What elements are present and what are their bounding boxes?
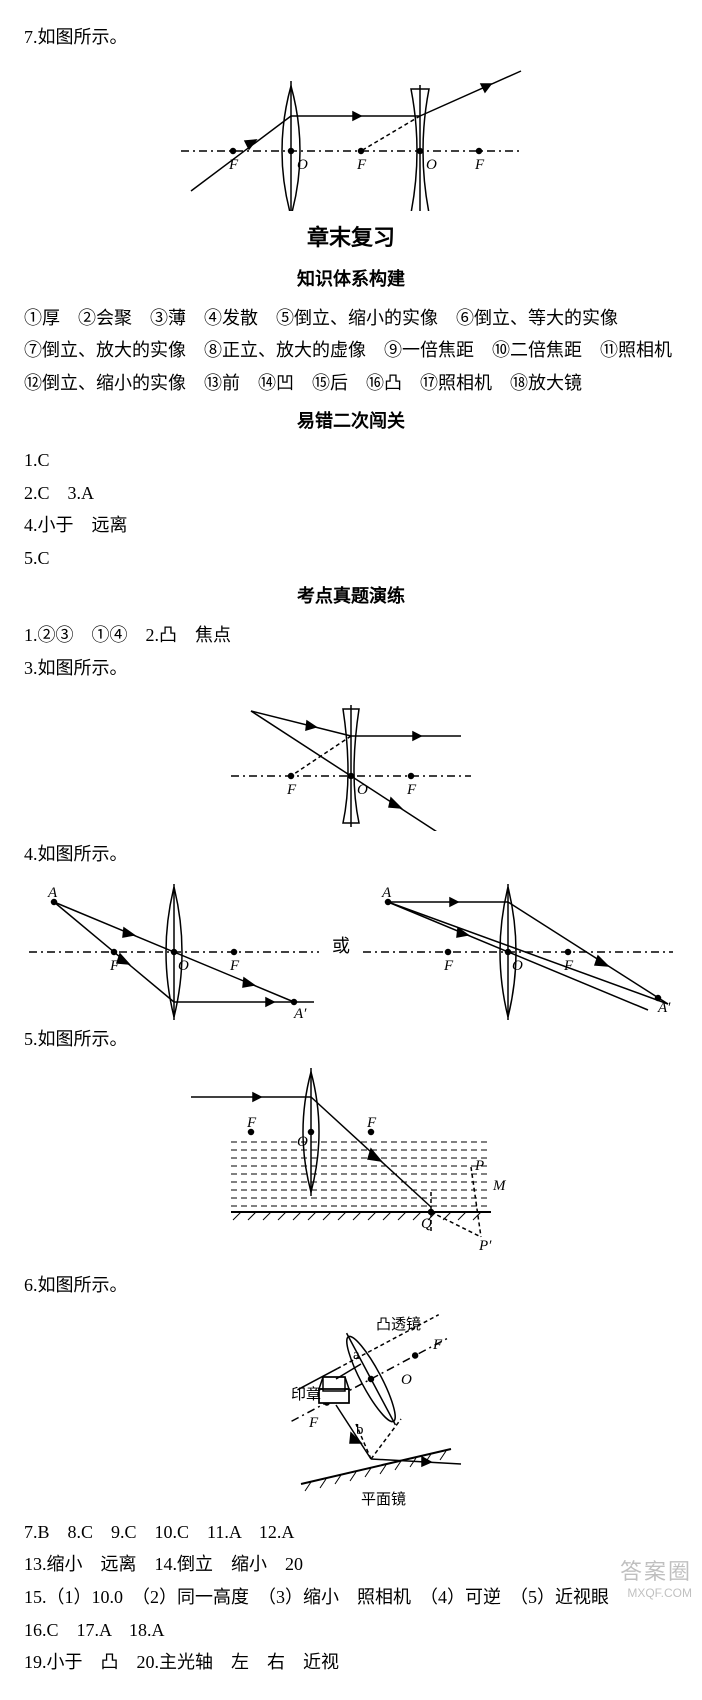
svg-text:A′: A′ [657,1000,671,1016]
svg-text:F: F [246,1115,257,1131]
svg-text:O: O [512,958,523,974]
svg-text:F: F [308,1415,319,1431]
or-label: 或 [332,931,350,962]
svg-text:F: F [366,1115,377,1131]
err-3: 4.小于 远离 [24,510,678,541]
svg-text:凸透镜: 凸透镜 [376,1315,421,1333]
svg-text:F: F [563,958,574,974]
kd-3: 3.如图所示。 [24,653,678,684]
q7-label: 7.如图所示。 [24,22,678,53]
svg-text:F: F [109,958,120,974]
svg-text:A: A [47,885,58,901]
tail-3: 15.（1）10.0 （2）同一高度 （3）缩小 照相机 （4）可逆 （5）近视… [24,1582,678,1613]
tail-4: 16.C 17.A 18.A [24,1615,678,1646]
kb-line-1: ①厚 ②会聚 ③薄 ④发散 ⑤倒立、缩小的实像 ⑥倒立、等大的实像 [24,303,678,334]
svg-text:F: F [229,958,240,974]
err-1: 1.C [24,445,678,476]
err-2: 2.C 3.A [24,478,678,509]
label-F: F [356,157,367,173]
diagram-q5-refraction: F O F P M Q P′ [171,1062,531,1262]
svg-text:M: M [492,1178,507,1194]
subheading-practice: 考点真题演练 [24,581,678,612]
svg-text:F: F [406,782,417,798]
svg-text:P: P [474,1158,484,1174]
svg-text:b: b [356,1422,364,1438]
subheading-errors: 易错二次闯关 [24,406,678,437]
diagram-q3-concave: F O F [221,691,481,831]
svg-text:A′: A′ [293,1006,307,1022]
svg-text:F: F [443,958,454,974]
svg-text:F: F [432,1337,443,1353]
svg-text:印章: 印章 [291,1385,321,1403]
kb-line-3: ⑫倒立、缩小的实像 ⑬前 ⑭凹 ⑮后 ⑯凸 ⑰照相机 ⑱放大镜 [24,368,678,399]
chapter-review-title: 章末复习 [24,219,678,256]
kd-5: 5.如图所示。 [24,1024,678,1055]
err-4: 5.C [24,543,678,574]
label-O: O [297,157,308,173]
kd-6: 6.如图所示。 [24,1270,678,1301]
label-O: O [426,157,437,173]
kd-4: 4.如图所示。 [24,839,678,870]
diagram-q7-lenses: F O F O F [171,61,531,211]
svg-text:O: O [297,1134,308,1150]
svg-text:O: O [401,1372,412,1388]
subheading-knowledge: 知识体系构建 [24,264,678,295]
diagram-q6-seal: 凸透镜 印章 平面镜 a b F F O [201,1309,501,1509]
diagram-q4-row: A F O F A′ 或 A [24,872,678,1022]
kb-line-2: ⑦倒立、放大的实像 ⑧正立、放大的虚像 ⑨一倍焦距 ⑩二倍焦距 ⑪照相机 [24,335,678,366]
svg-text:F: F [286,782,297,798]
svg-text:Q: Q [421,1216,432,1232]
svg-text:O: O [178,958,189,974]
svg-text:O: O [357,782,368,798]
label-F: F [474,157,485,173]
diagram-q4-left: A F O F A′ [24,872,324,1022]
diagram-q4-right: A F O F A′ [358,872,678,1022]
tail-2: 13.缩小 远离 14.倒立 缩小 20 [24,1549,678,1580]
tail-5: 19.小于 凸 20.主光轴 左 右 近视 [24,1647,678,1678]
svg-text:A: A [381,885,392,901]
label-F: F [228,157,239,173]
svg-text:a: a [353,1347,360,1363]
svg-text:P′: P′ [478,1238,492,1254]
kd-1: 1.②③ ①④ 2.凸 焦点 [24,620,678,651]
svg-text:平面镜: 平面镜 [361,1490,406,1508]
tail-1: 7.B 8.C 9.C 10.C 11.A 12.A [24,1517,678,1548]
